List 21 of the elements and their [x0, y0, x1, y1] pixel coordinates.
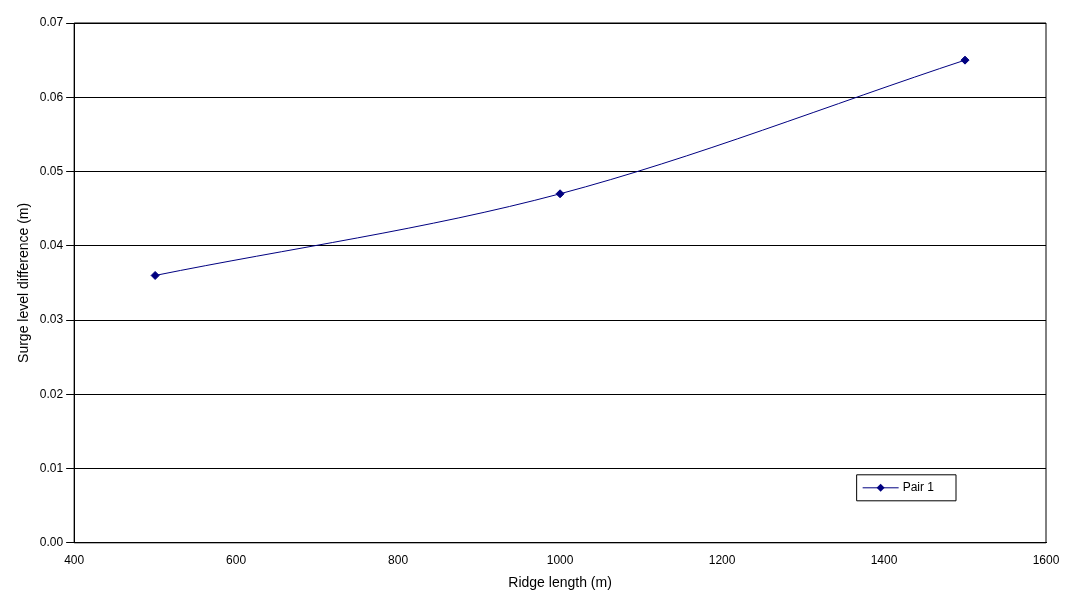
x-tick-label: 800 — [388, 553, 409, 568]
y-tick-label: 0.01 — [39, 460, 64, 475]
point — [150, 270, 160, 280]
y-tick-label: 0.06 — [39, 89, 64, 104]
x-tick-label: 600 — [226, 553, 247, 568]
y-tick-label: 0.04 — [39, 238, 64, 253]
y-axis-title: Surge level difference (m) — [15, 202, 32, 363]
y-tick-label: 0.03 — [39, 312, 64, 327]
x-tick-label: 1000 — [546, 553, 574, 568]
legend-label: Pair 1 — [902, 480, 935, 495]
x-axis-title: Ridge length (m) — [508, 574, 612, 591]
point — [555, 189, 565, 199]
x-tick-label: 1200 — [708, 553, 736, 568]
y-tick-label: 0.05 — [39, 163, 64, 178]
y-tick-label: 0.07 — [39, 15, 64, 30]
y-tick-label: 0.02 — [39, 386, 64, 401]
point — [960, 55, 970, 65]
x-tick-label: 1600 — [1032, 553, 1060, 568]
x-tick-label: 1400 — [870, 553, 898, 568]
y-tick-label: 0.00 — [39, 535, 64, 550]
x-tick-label: 400 — [64, 553, 85, 568]
